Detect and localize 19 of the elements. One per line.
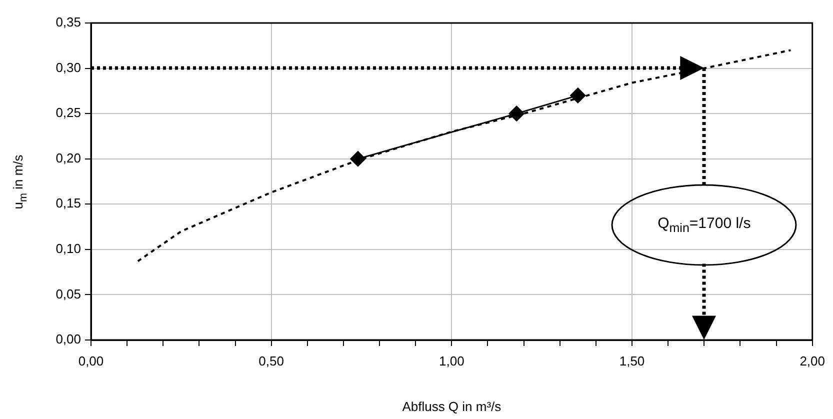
y-tick-label: 0,05 bbox=[56, 286, 81, 302]
point bbox=[570, 88, 586, 104]
y-tick-label: 0,25 bbox=[56, 105, 81, 120]
point bbox=[508, 106, 524, 122]
x-tick-label: 2,00 bbox=[800, 353, 826, 368]
y-tick-label: 0,35 bbox=[56, 14, 81, 30]
y-tick-label: 0,00 bbox=[56, 332, 81, 347]
x-tick-label: 0,50 bbox=[258, 353, 284, 368]
y-tick-label: 0,10 bbox=[56, 241, 81, 256]
x-axis-title: Abfluss Q in m³/s bbox=[402, 398, 502, 414]
y-tick-label: 0,30 bbox=[56, 60, 81, 75]
x-tick-label: 0,00 bbox=[78, 353, 104, 368]
x-tick-label: 1,00 bbox=[439, 353, 464, 368]
y-tick-label: 0,15 bbox=[56, 196, 81, 211]
y-tick-label: 0,20 bbox=[56, 150, 81, 166]
x-tick-label: 1,50 bbox=[619, 353, 645, 368]
annotation: Q$_{min}$=1700 l/s bbox=[658, 215, 751, 235]
line-series bbox=[136, 49, 792, 262]
point bbox=[350, 151, 366, 167]
